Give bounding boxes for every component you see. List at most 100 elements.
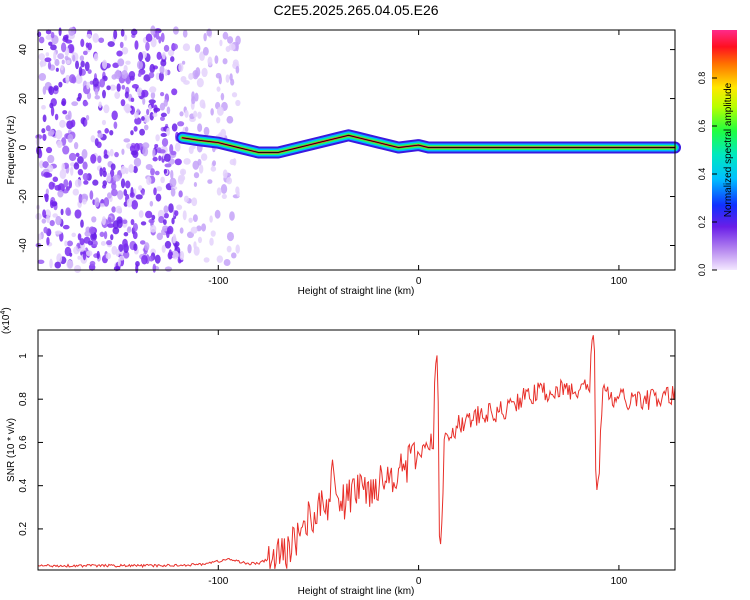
noise-dot (231, 252, 237, 259)
noise-dot (94, 88, 99, 96)
noise-dot (179, 227, 184, 234)
noise-dot (94, 95, 101, 100)
noise-dot (210, 230, 216, 237)
noise-dot (235, 35, 241, 46)
noise-dot (112, 62, 119, 69)
noise-dot (134, 142, 140, 152)
noise-dot (56, 140, 63, 148)
noise-dot (232, 158, 237, 166)
noise-dot (42, 209, 47, 218)
noise-dot (161, 244, 166, 253)
noise-dot (132, 223, 138, 232)
noise-dot (227, 36, 234, 44)
noise-dot (155, 72, 160, 81)
noise-dot (168, 203, 174, 213)
noise-dot (41, 104, 46, 110)
noise-dot (45, 125, 51, 132)
noise-dot (145, 163, 153, 171)
noise-dot (129, 191, 135, 198)
noise-dot (160, 176, 165, 184)
noise-dot (171, 217, 175, 225)
noise-dot (97, 155, 102, 164)
noise-dot (164, 163, 172, 168)
noise-dot (121, 148, 125, 155)
noise-dot (179, 168, 187, 176)
noise-dot (174, 210, 179, 217)
snr-series-line (37, 335, 676, 570)
x-tick-label: 0 (416, 276, 422, 287)
noise-dot (197, 236, 203, 244)
noise-dot (188, 217, 193, 223)
noise-dot (152, 156, 158, 162)
noise-dot (111, 206, 116, 213)
noise-dot (209, 237, 214, 246)
noise-dot (179, 250, 185, 261)
noise-dot (54, 184, 62, 191)
noise-dot (45, 188, 49, 195)
noise-dot (43, 193, 49, 199)
noise-dot (132, 165, 138, 174)
noise-dot (149, 86, 157, 94)
noise-dot (55, 129, 63, 140)
noise-dot (181, 60, 186, 65)
noise-dot (160, 112, 167, 118)
noise-dot (160, 32, 165, 43)
noise-dot (101, 216, 106, 226)
noise-dot (105, 252, 112, 260)
noise-dot (154, 170, 160, 176)
noise-dot (158, 215, 165, 224)
noise-dot (109, 129, 114, 136)
noise-dot (128, 71, 136, 79)
noise-dot (187, 243, 192, 254)
spectrogram-x-ticks: -100 0 100 (208, 30, 628, 287)
noise-dot (80, 60, 85, 68)
noise-dot (59, 119, 66, 128)
noise-dot (94, 197, 100, 208)
noise-dot (162, 219, 167, 226)
noise-dot (109, 148, 114, 157)
noise-dot (70, 119, 76, 128)
noise-dot (163, 169, 168, 174)
noise-dot (98, 101, 102, 109)
noise-dot (154, 144, 159, 149)
noise-dot (160, 91, 165, 97)
noise-dot (145, 41, 150, 51)
noise-dot (102, 59, 108, 70)
noise-dot (197, 123, 203, 132)
noise-dot (150, 91, 156, 99)
noise-dot (194, 92, 199, 102)
noise-dot (225, 74, 230, 83)
noise-dot (90, 154, 97, 164)
noise-dot (123, 189, 128, 197)
noise-dot (48, 86, 55, 96)
noise-dot (139, 128, 145, 136)
noise-dot (111, 188, 118, 197)
noise-dot (66, 59, 71, 65)
noise-dot (188, 145, 194, 155)
noise-dot (77, 168, 84, 176)
noise-dot (216, 106, 224, 116)
noise-dot (135, 194, 143, 200)
y-tick-label: -40 (18, 238, 29, 253)
noise-dot (141, 89, 149, 98)
noise-dot (116, 83, 121, 92)
noise-dot (79, 238, 85, 246)
noise-dot (86, 33, 92, 38)
noise-dot (225, 46, 231, 53)
noise-dot (82, 198, 87, 205)
noise-dot (222, 169, 228, 179)
noise-dot (37, 233, 42, 241)
noise-dot (82, 172, 89, 181)
noise-dot (153, 107, 161, 112)
noise-dot (121, 47, 129, 55)
noise-dot (117, 190, 124, 200)
noise-dot (216, 86, 221, 92)
noise-dot (121, 84, 126, 90)
noise-dot (164, 240, 172, 249)
noise-dot (210, 166, 217, 172)
noise-dot (82, 50, 88, 56)
noise-dot (170, 56, 175, 63)
noise-dot (84, 61, 90, 72)
noise-dot (68, 180, 73, 189)
colorbar-tick-label: 0.4 (697, 168, 707, 181)
